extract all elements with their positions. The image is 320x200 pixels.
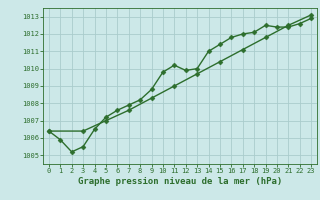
X-axis label: Graphe pression niveau de la mer (hPa): Graphe pression niveau de la mer (hPa) [78,177,282,186]
